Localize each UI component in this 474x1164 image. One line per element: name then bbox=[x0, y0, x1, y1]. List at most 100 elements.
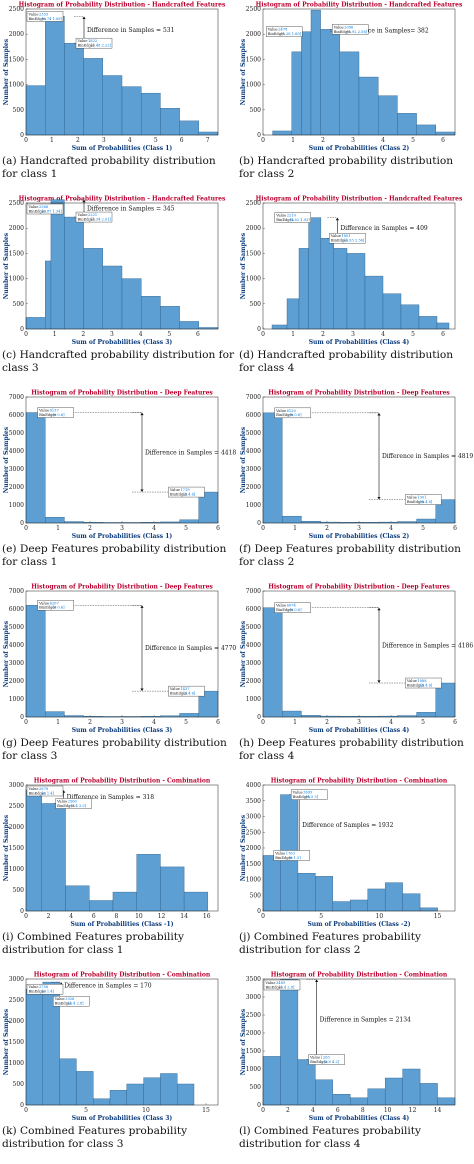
chart-title: Histogram of Probability Distribution - … bbox=[19, 196, 226, 203]
x-axis-label: Sum of Probabilities (Class -1) bbox=[70, 921, 173, 928]
datatip-value: 1763 bbox=[286, 851, 296, 855]
datatip-value: 3489 bbox=[276, 981, 286, 985]
panel-caption: (e) Deep Features probability distributi… bbox=[2, 543, 227, 568]
datatip-binedges: [5.4 6] bbox=[183, 492, 196, 496]
datatip-binedges-label: BinEdges bbox=[170, 692, 187, 696]
y-tick-label: 1000 bbox=[9, 866, 24, 873]
histogram-bar bbox=[271, 324, 288, 330]
difference-arrowhead-down bbox=[140, 688, 144, 692]
datatip-value-label: Value bbox=[275, 604, 286, 608]
x-tick-label: 5 bbox=[154, 137, 158, 144]
y-tick-label: 4000 bbox=[9, 448, 24, 455]
x-tick-label: 4 bbox=[128, 137, 132, 144]
datatip-binedges: [1.4 3.5] bbox=[71, 804, 87, 808]
y-tick-label: 2500 bbox=[9, 6, 24, 13]
panel-i: Histogram of Probability Distribution - … bbox=[0, 776, 237, 970]
histogram-chart: Histogram of Probability Distribution - … bbox=[3, 972, 219, 1122]
datatip-box bbox=[405, 494, 442, 505]
y-axis-label: Number of Samples bbox=[240, 38, 247, 105]
x-tick-label: 6 bbox=[453, 719, 457, 726]
x-tick-label: 5 bbox=[184, 525, 188, 532]
y-tick-label: 1500 bbox=[9, 250, 24, 257]
histogram-bar bbox=[160, 1073, 178, 1106]
datatip-box bbox=[26, 11, 64, 22]
histogram-bar bbox=[298, 248, 309, 330]
difference-label: Difference in Samples = 4418 bbox=[145, 449, 236, 456]
histogram-chart: Histogram of Probability Distribution - … bbox=[3, 390, 236, 541]
y-tick-label: 0 bbox=[20, 132, 24, 139]
datatip-binedges: [1.5 3] bbox=[306, 795, 319, 799]
datatip-box bbox=[273, 850, 310, 861]
x-tick-label: 2 bbox=[325, 719, 329, 726]
x-axis-label: Sum of Probabilities (Class 2) bbox=[309, 533, 410, 540]
difference-label: Difference in Samples = 345 bbox=[87, 205, 175, 212]
x-tick-label: 0 bbox=[261, 331, 265, 338]
datatip-value: 1301 bbox=[417, 496, 426, 500]
histogram-bar bbox=[272, 130, 292, 136]
histogram-bar bbox=[179, 519, 200, 524]
datatip-value-label: Value bbox=[406, 496, 417, 500]
datatip-box bbox=[26, 984, 64, 995]
plot-area-frame bbox=[25, 202, 219, 330]
histogram-bar bbox=[126, 1083, 144, 1106]
panel-caption: (l) Combined Features probability distri… bbox=[239, 1125, 422, 1150]
difference-label: Difference in Samples = 4819 bbox=[382, 453, 473, 460]
panel-caption: (d) Handcrafted probability distribution… bbox=[239, 349, 454, 374]
histogram-bar bbox=[143, 1077, 161, 1106]
datatip-binedges: [1.4 2.8] bbox=[279, 985, 295, 989]
chart-title: Histogram of Probability Distribution - … bbox=[34, 972, 211, 979]
datatip-value-label: Value bbox=[28, 205, 39, 209]
histogram-bar bbox=[402, 1068, 421, 1106]
panel-caption: (i) Combined Features probability distri… bbox=[2, 931, 185, 956]
x-tick-label: 3 bbox=[351, 331, 355, 338]
x-tick-label: 4 bbox=[381, 331, 385, 338]
x-tick-label: 3 bbox=[120, 719, 124, 726]
datatip-binedges: [1.28 1.60] bbox=[281, 32, 302, 36]
datatip-box bbox=[55, 798, 92, 809]
x-tick-label: 3 bbox=[351, 137, 355, 144]
histogram-bar bbox=[435, 131, 456, 136]
datatip-box bbox=[329, 233, 366, 244]
difference-label: Difference in Samples = 170 bbox=[64, 983, 152, 990]
histogram-bar bbox=[140, 92, 161, 136]
histogram-bar bbox=[416, 124, 437, 136]
chart-title: Histogram of Probability Distribution - … bbox=[256, 196, 463, 203]
histogram-bar bbox=[416, 712, 437, 718]
y-tick-label: 0 bbox=[20, 714, 24, 721]
plot-area-frame bbox=[262, 784, 456, 912]
y-tick-label: 1000 bbox=[246, 502, 261, 509]
panel-caption: (c) Handcrafted probability distribution… bbox=[2, 349, 235, 374]
histogram-bar bbox=[121, 278, 142, 330]
panel-caption: (k) Combined Features probability distri… bbox=[2, 1125, 188, 1150]
histogram-chart: Histogram of Probability Distribution - … bbox=[240, 390, 473, 541]
histogram-bar bbox=[65, 885, 90, 912]
histogram-bar bbox=[83, 58, 103, 136]
y-tick-label: 2000 bbox=[9, 484, 24, 491]
x-tick-label: 0 bbox=[261, 137, 265, 144]
histogram-bar bbox=[310, 9, 321, 136]
datatip-value: 6120 bbox=[287, 409, 297, 413]
chart-title: Histogram of Probability Distribution - … bbox=[34, 778, 211, 785]
histogram-bar bbox=[382, 293, 402, 330]
histogram-bar bbox=[179, 713, 200, 718]
y-axis-label: Number of Samples bbox=[240, 232, 247, 299]
y-tick-label: 1000 bbox=[246, 276, 261, 283]
histogram-bar bbox=[45, 260, 52, 330]
difference-label: Difference in Samples = 409 bbox=[340, 225, 428, 232]
x-tick-label: 14 bbox=[434, 1107, 442, 1114]
datatip-binedges: [0 0.6] bbox=[290, 413, 303, 417]
datatip-binedges-label: BinEdges bbox=[276, 413, 293, 417]
y-tick-label: 6000 bbox=[246, 412, 261, 419]
x-tick-label: 5 bbox=[319, 913, 323, 920]
y-tick-label: 1000 bbox=[246, 1066, 261, 1073]
y-tick-label: 3000 bbox=[246, 660, 261, 667]
histogram-bar bbox=[262, 855, 281, 912]
datatip-value-label: Value bbox=[274, 851, 285, 855]
x-tick-label: 1 bbox=[291, 137, 295, 144]
difference-arrowhead-up bbox=[377, 412, 381, 416]
y-tick-label: 4000 bbox=[246, 642, 261, 649]
datatip-binedges-label: BinEdges bbox=[407, 683, 424, 687]
histogram-bar bbox=[282, 515, 302, 524]
y-axis-label: Number of Samples bbox=[240, 426, 247, 493]
histogram-bar bbox=[367, 1088, 386, 1106]
